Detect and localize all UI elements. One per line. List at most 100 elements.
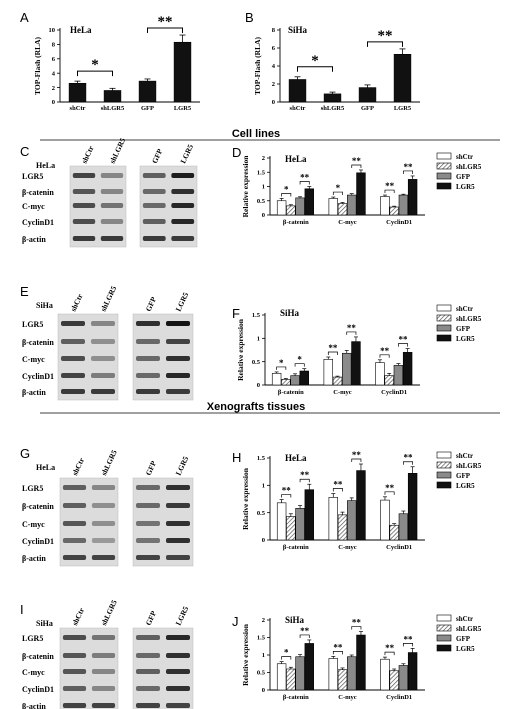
blot-band: [136, 339, 160, 344]
western-blot-c: C HeLa shCtr shLGR5 GFP LGR5 LGR5 β-catenin C-my…: [20, 136, 198, 248]
blot-lane-label: GFP: [150, 147, 165, 165]
blot-band: [72, 203, 96, 208]
significance-bracket: [294, 363, 305, 367]
legend-label: shLGR5: [456, 462, 482, 470]
blot-band: [62, 669, 87, 674]
blot-row-label: LGR5: [22, 172, 43, 181]
blot-band: [62, 703, 87, 708]
x-tick-label: shLGR5: [321, 105, 345, 112]
y-tick-label: 10: [49, 27, 56, 34]
x-tick-label: CyclinD1: [381, 389, 407, 396]
significance-bracket: [77, 70, 113, 77]
blot-band: [91, 373, 115, 378]
significance-label: *: [284, 184, 289, 194]
significance-label: *: [297, 355, 302, 365]
x-tick-label: CyclinD1: [386, 544, 412, 551]
significance-bracket: [384, 651, 395, 656]
bar-gfp: [393, 365, 404, 386]
blot-band: [136, 635, 160, 640]
blot-band: [166, 538, 190, 543]
y-tick-label: 1.5: [257, 169, 266, 176]
significance-bracket: [299, 181, 310, 185]
bar-gfp: [342, 352, 352, 386]
panel-letter: C: [20, 144, 29, 159]
significance-bracket: [367, 41, 403, 47]
significance-bracket: [281, 494, 292, 498]
y-axis-label: Relative expression: [241, 467, 250, 530]
blot-band: [166, 703, 190, 708]
blot-band: [136, 538, 160, 543]
significance-bracket: [351, 458, 362, 463]
western-blot-e: E SiHa shCtr shLGR5 GFP LGR5 LGR5 β-catenin C-my…: [20, 284, 194, 401]
blot-row-label: β-actin: [22, 235, 46, 244]
blot-band: [91, 339, 115, 344]
blot-band: [62, 635, 87, 640]
blot-band: [91, 389, 115, 394]
y-tick-label: 4: [272, 63, 276, 70]
significance-bracket: [403, 170, 413, 174]
blot-image-right: [132, 627, 194, 709]
bar-gfp: [398, 513, 409, 541]
bar-lgr5: [351, 341, 361, 386]
significance-bracket: [276, 366, 287, 370]
blot-band: [136, 555, 160, 560]
blot-band: [62, 521, 87, 526]
blot-band: [136, 703, 160, 708]
blot-band: [171, 173, 195, 178]
legend-label: LGR5: [456, 183, 475, 191]
chart-title: HeLa: [285, 154, 307, 164]
significance-label: **: [328, 343, 338, 353]
significance-bracket: [299, 478, 310, 483]
blot-band: [136, 373, 160, 378]
bar-shctr: [276, 200, 287, 216]
y-tick-label: 1: [262, 483, 265, 490]
blot-cell-line: SiHa: [36, 619, 53, 628]
x-tick-label: C-myc: [333, 389, 352, 396]
bar-shlgr5: [337, 514, 348, 541]
x-tick-label: LGR5: [174, 105, 192, 112]
significance-bracket: [351, 626, 362, 630]
blot-band: [91, 686, 116, 691]
bar-shctr: [328, 497, 338, 541]
significance-label: **: [385, 181, 395, 191]
chart-title: HeLa: [70, 25, 92, 35]
bar-shlgr5: [389, 670, 399, 691]
blot-band: [142, 189, 166, 194]
blot-lane-label: shCtr: [70, 606, 86, 627]
y-tick-label: 0: [262, 687, 265, 694]
chart-title: SiHa: [280, 308, 300, 318]
significance-label: *: [336, 183, 341, 193]
y-tick-label: 4: [52, 70, 56, 77]
blot-band: [100, 219, 124, 224]
blot-row-label: β-actin: [22, 554, 46, 563]
blot-band: [136, 669, 160, 674]
x-tick-label: shCtr: [70, 105, 86, 112]
significance-label: **: [333, 480, 343, 490]
blot-row-label: β-catenin: [22, 338, 54, 347]
blot-band: [166, 373, 190, 378]
bar-shlgr5: [286, 205, 296, 216]
blot-band: [171, 189, 195, 194]
y-tick-label: 8: [272, 27, 276, 34]
bar-shctr: [276, 663, 287, 691]
significance-bracket: [332, 651, 343, 655]
bar: [173, 41, 192, 103]
y-axis-label: TOP-Flash (RLA): [33, 37, 42, 95]
y-axis-label: Relative expression: [241, 623, 250, 686]
significance-bracket: [379, 354, 390, 358]
x-tick-label: GFP: [141, 105, 154, 112]
bar-shlgr5: [281, 379, 291, 386]
blots-layer: C HeLa shCtr shLGR5 GFP LGR5 LGR5 β-catenin C-my…: [20, 136, 198, 709]
blot-band: [72, 189, 96, 194]
blot-lane-label: LGR5: [174, 455, 191, 477]
blot-row-label: β-catenin: [22, 502, 54, 511]
blot-row-label: β-actin: [22, 702, 46, 709]
blot-lane-label: shCtr: [70, 456, 86, 477]
x-tick-label: C-myc: [338, 219, 357, 226]
bar-lgr5: [356, 470, 366, 541]
legend-swatch-gfp: [436, 324, 452, 332]
bar-lgr5: [356, 172, 366, 216]
blot-band: [171, 219, 195, 224]
legend-swatch-gfp: [436, 634, 452, 642]
